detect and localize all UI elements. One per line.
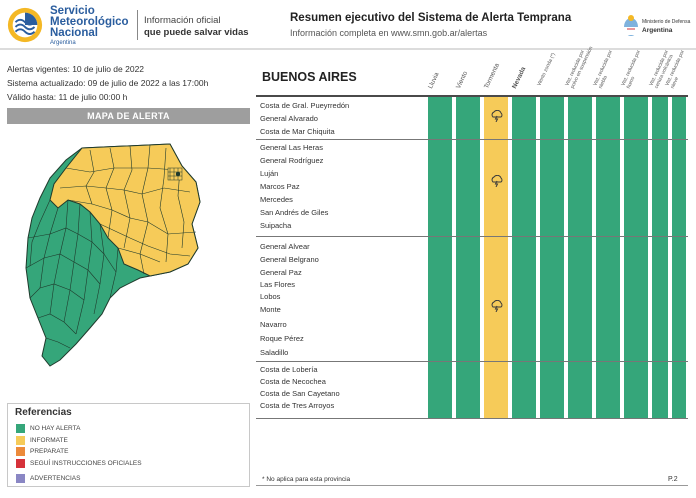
legend-label: NO HAY ALERTA: [30, 425, 81, 432]
ministry-name: Ministerio de Defensa: [642, 19, 691, 25]
page-number: P.2: [668, 476, 678, 483]
status-column-niebla: [596, 96, 620, 418]
org-name-line: Meteorológico: [50, 16, 129, 28]
column-header: Lluvia: [427, 71, 441, 90]
footer-divider: [256, 485, 688, 486]
city-label: Saladillo: [260, 348, 289, 357]
province-alert-map: [25, 143, 201, 367]
city-label: Luján: [260, 169, 279, 178]
alert-date: Alertas vigentes: 10 de julio de 2022: [7, 64, 145, 74]
legend-item-informate: INFORMATE: [16, 436, 68, 445]
references-box: Referencias NO HAY ALERTA INFORMATE PREP…: [7, 403, 250, 487]
org-name-line: Servicio: [50, 5, 95, 17]
org-name: Servicio Meteorológico Nacional: [50, 5, 129, 39]
page-header: Servicio Meteorológico Nacional Argentin…: [0, 0, 696, 50]
org-country: Argentina: [50, 40, 76, 46]
thunderstorm-icon: [491, 300, 503, 312]
status-column-nevada: [512, 96, 536, 418]
city-label: General Belgrano: [260, 255, 319, 264]
thunderstorm-icon: [491, 175, 503, 187]
city-label: Suipacha: [260, 221, 292, 230]
status-column-tormenta: [484, 96, 508, 418]
table-divider: [256, 236, 688, 237]
city-label: Lobos: [260, 292, 281, 301]
city-label: Las Flores: [260, 280, 296, 289]
city-label: General Rodríguez: [260, 156, 324, 165]
status-column-zonda: [540, 96, 564, 418]
city-label: Costa de Necochea: [260, 377, 326, 386]
legend-swatch: [16, 447, 25, 456]
header-divider: [137, 10, 138, 40]
thunderstorm-icon: [491, 110, 503, 122]
city-label: San Andrés de Giles: [260, 208, 329, 217]
valid-until: Válido hasta: 11 de julio 00:00 h: [7, 92, 128, 102]
legend-swatch: [16, 474, 25, 483]
legend-swatch: [16, 459, 25, 468]
status-column-humo: [624, 96, 648, 418]
city-label: Costa de Gral. Pueyrredón: [260, 101, 350, 110]
map-region-yellow: [49, 143, 201, 277]
status-column-nieve: [672, 96, 686, 418]
slogan-line1: Información oficial: [144, 15, 221, 26]
references-title: Referencias: [15, 407, 72, 418]
legend-item-advertencias: ADVERTENCIAS: [16, 474, 80, 483]
city-label: Monte: [260, 305, 281, 314]
smn-logo-icon: [7, 7, 43, 43]
legend-swatch: [16, 424, 25, 433]
legend-label: INFORMATE: [30, 437, 68, 444]
amba-detail: [167, 167, 183, 181]
city-label: Mercedes: [260, 195, 293, 204]
update-date: Sistema actualizado: 09 de julio de 2022…: [7, 78, 209, 88]
column-header: Tormenta: [483, 62, 501, 90]
column-header: Nevada: [511, 65, 528, 90]
footnote: * No aplica para esta provincia: [262, 476, 351, 483]
page-subtitle: Información completa en www.smn.gob.ar/a…: [290, 28, 488, 38]
coat-of-arms-icon: [624, 15, 638, 36]
status-column-ceniza: [652, 96, 668, 418]
column-header: Viento: [455, 70, 470, 90]
status-column-polvo: [568, 96, 592, 418]
status-column-lluvia: [428, 96, 452, 418]
city-label: Costa de San Cayetano: [260, 389, 340, 398]
city-label: Navarro: [260, 320, 287, 329]
city-label: General Alvear: [260, 242, 310, 251]
legend-swatch: [16, 436, 25, 445]
table-divider: [256, 95, 688, 97]
province-title: BUENOS AIRES: [262, 70, 357, 84]
legend-item-no-alert: NO HAY ALERTA: [16, 424, 80, 433]
table-divider: [256, 361, 688, 362]
slogan-line2: que puede salvar vidas: [144, 27, 249, 38]
legend-label: PREPARATE: [30, 448, 69, 455]
legend-item-instrucciones: SEGUÍ INSTRUCCIONES OFICIALES: [16, 459, 142, 468]
city-label: Marcos Paz: [260, 182, 300, 191]
city-label: Costa de Tres Arroyos: [260, 401, 335, 410]
legend-item-preparate: PREPARATE: [16, 447, 68, 456]
city-label: Costa de Lobería: [260, 365, 318, 374]
ministry-country: Argentina: [642, 27, 673, 34]
org-name-line: Nacional: [50, 27, 98, 39]
map-title: MAPA DE ALERTA: [7, 108, 250, 124]
table-divider: [256, 139, 688, 140]
city-label: General Paz: [260, 268, 302, 277]
table-divider: [256, 418, 688, 419]
page-title: Resumen ejecutivo del Sistema de Alerta …: [290, 12, 572, 24]
legend-label: SEGUÍ INSTRUCCIONES OFICIALES: [30, 460, 142, 467]
city-label: General Alvarado: [260, 114, 318, 123]
city-label: Costa de Mar Chiquita: [260, 127, 335, 136]
legend-label: ADVERTENCIAS: [30, 475, 81, 482]
status-column-viento: [456, 96, 480, 418]
city-label: Roque Pérez: [260, 334, 304, 343]
city-label: General Las Heras: [260, 143, 323, 152]
